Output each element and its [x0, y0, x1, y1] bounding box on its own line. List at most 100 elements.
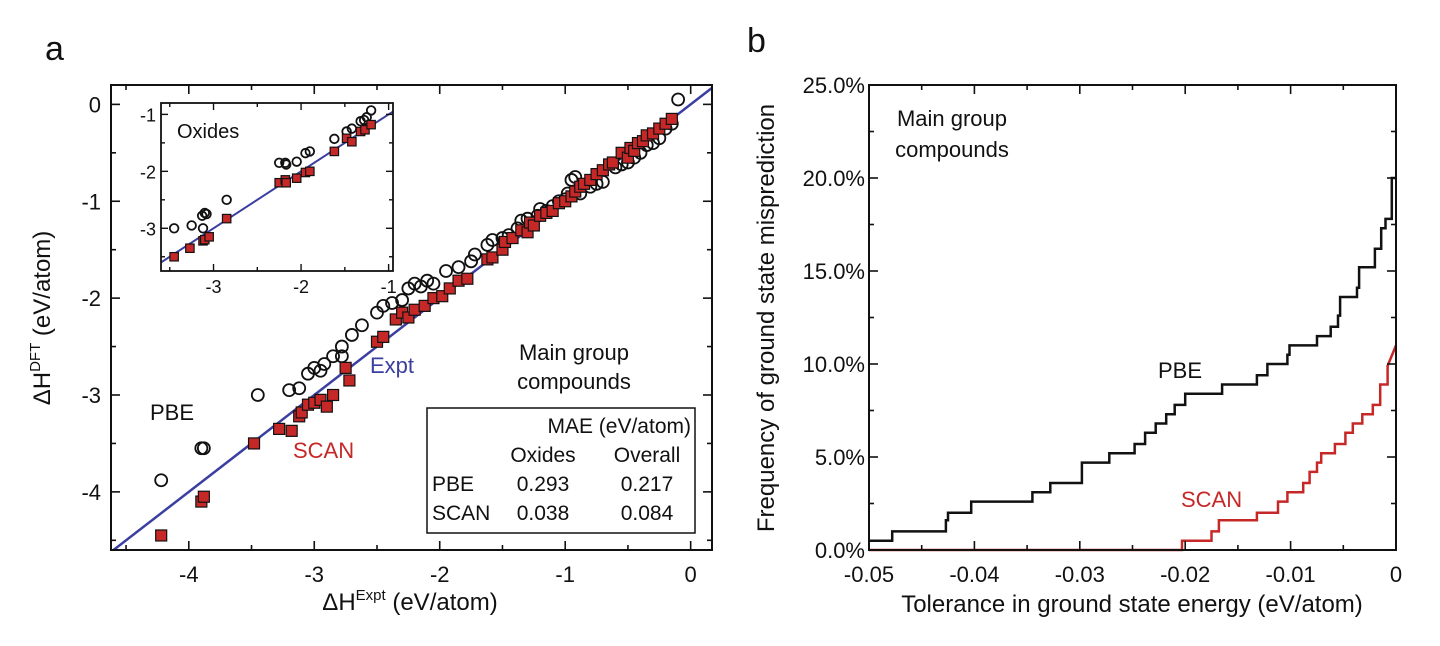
scan-point	[527, 219, 540, 232]
scan-point	[443, 282, 456, 295]
y-tick-label: -1	[81, 189, 101, 214]
inset-scan-point	[305, 166, 315, 177]
pbe-point	[420, 273, 435, 288]
scan-point	[155, 529, 168, 542]
mae-row-pbe-name: PBE	[432, 473, 474, 496]
scan-point	[506, 231, 519, 245]
inset-title: Oxides	[177, 121, 239, 143]
panel-b-main-group-line1: Main group	[897, 106, 1007, 131]
inset-pbe-point	[365, 105, 377, 116]
inset-scan-point	[281, 177, 291, 188]
scan-point	[320, 400, 333, 413]
pbe-point	[426, 276, 441, 291]
inset-y-ticks: -1 -2 -3	[140, 105, 393, 258]
pbe-point	[345, 328, 359, 342]
mae-table-header: MAE (eV/atom)	[547, 415, 691, 438]
pbe-point	[154, 473, 169, 488]
panel-b: b -0.05 -0.04 -0.03 -0.02 -0.01 0 0.0% 5.0% 10.…	[747, 22, 1402, 618]
inset-pbe-point	[201, 208, 212, 220]
y-tick-label: -3	[81, 383, 101, 408]
inset-y-tick-label: -2	[140, 162, 156, 182]
inset-x-tick-label: -2	[293, 277, 309, 297]
scan-point	[273, 422, 286, 436]
pbe-point	[250, 388, 265, 402]
pbe-point	[282, 383, 297, 398]
scan-point	[285, 424, 298, 437]
inset-y-tick-label: -3	[140, 219, 156, 239]
pbe-point	[439, 264, 453, 278]
inset-pbe-point	[197, 223, 209, 234]
inset-pbe-point	[280, 159, 292, 170]
scan-point	[436, 290, 449, 303]
y-tick-label: -2	[81, 286, 101, 311]
scan-point	[389, 313, 402, 326]
scan-point	[197, 490, 210, 503]
mae-row-pbe-oxides: 0.293	[517, 473, 570, 496]
inset-scan-point	[221, 213, 232, 224]
pbe-point	[376, 298, 391, 313]
x-label-superscript: Expt	[356, 587, 387, 604]
b-y-tick-label: 25.0%	[803, 73, 865, 98]
scan-point	[326, 388, 340, 402]
mae-table-border	[426, 407, 696, 534]
inset-pbe-point	[291, 156, 302, 167]
y-tick-label: -4	[81, 480, 101, 505]
panel-b-y-axis-label: Frequency of ground state misprediction	[753, 104, 780, 532]
pbe-point	[485, 233, 500, 247]
x-tick-label: -3	[304, 562, 324, 587]
oxides-inset: -3 -2 -1 -1 -2 -3 Oxides	[140, 102, 397, 297]
pbe-point	[464, 254, 478, 269]
panel-b-x-axis-label: Tolerance in ground state energy (eV/ato…	[901, 591, 1363, 618]
scan-point	[486, 251, 499, 264]
scan-point	[461, 272, 474, 285]
mae-row-scan-oxides: 0.038	[517, 502, 570, 525]
inset-scan-point	[347, 136, 357, 147]
b-y-tick-label: 15.0%	[803, 259, 865, 284]
x-tick-label: -2	[430, 562, 450, 587]
pbe-point	[480, 237, 495, 252]
main-group-annotation-line2: compounds	[517, 369, 631, 394]
pbe-point	[395, 293, 409, 307]
x-label-delta-h: ΔH	[322, 589, 355, 616]
scan-point	[377, 330, 390, 343]
y-label-delta-h: ΔH	[29, 372, 56, 405]
scan-point	[418, 299, 431, 312]
scan-point	[314, 393, 327, 406]
panel-b-label: b	[747, 22, 766, 60]
main-group-annotation-line1: Main group	[519, 340, 629, 365]
pbe-point	[326, 349, 340, 364]
pbe-point	[385, 296, 399, 310]
mae-row-pbe-overall: 0.217	[621, 473, 674, 496]
b-x-tick-label: -0.04	[949, 562, 999, 587]
b-x-tick-label: -0.05	[844, 562, 894, 587]
pbe-point	[407, 276, 422, 291]
y-tick-label: 0	[89, 92, 101, 117]
pbe-point	[355, 318, 369, 333]
panel-a-label: a	[45, 30, 64, 68]
pbe-point	[451, 260, 466, 275]
mae-row-scan-overall: 0.084	[621, 502, 674, 525]
scan-point	[665, 112, 678, 126]
inset-x-ticks: -3 -2 -1	[169, 103, 397, 297]
scan-point	[546, 204, 559, 218]
x-label-unit: (eV/atom)	[386, 589, 498, 616]
mae-col-oxides: Oxides	[510, 444, 575, 467]
inset-frame	[160, 102, 394, 272]
pbe-point	[313, 363, 328, 378]
inset-scan-point	[204, 232, 214, 242]
y-label-superscript: DFT	[27, 343, 44, 372]
mae-table: MAE (eV/atom) Oxides Overall PBE 0.293 0…	[426, 407, 696, 534]
pbe-point	[317, 357, 332, 371]
scan-step-line	[869, 344, 1398, 552]
inset-pbe-point	[273, 157, 285, 168]
pbe-point	[671, 92, 686, 107]
panel-a-y-ticks: 0 -1 -2 -3 -4	[81, 92, 712, 542]
b-x-tick-label: -0.02	[1160, 562, 1210, 587]
inset-scan-point	[360, 124, 370, 135]
pbe-point	[467, 247, 482, 262]
x-tick-label: 0	[685, 562, 697, 587]
inset-x-tick-label: -1	[381, 277, 397, 297]
panel-b-y-ticks: 0.0% 5.0% 10.0% 15.0% 20.0% 25.0%	[803, 73, 1396, 563]
inset-pbe-point	[168, 223, 180, 234]
